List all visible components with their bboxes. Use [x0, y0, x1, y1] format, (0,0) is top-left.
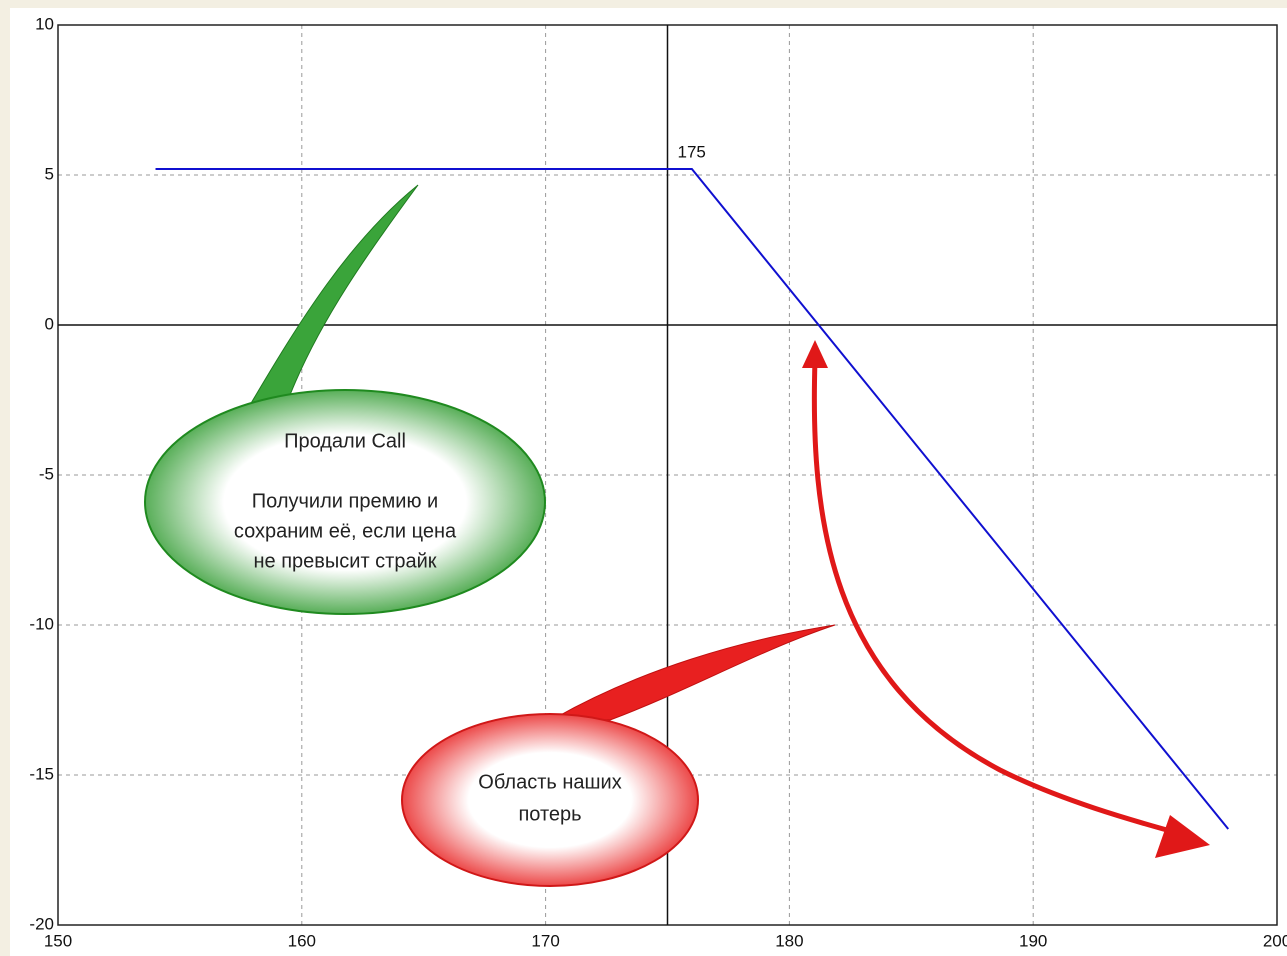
- callout-bubble: [144, 389, 546, 615]
- callout-text: потерь: [518, 803, 581, 825]
- arrow-head: [802, 340, 828, 368]
- red-callout: [401, 340, 1210, 887]
- arrow-head: [1155, 815, 1210, 858]
- x-tick-label: 180: [775, 931, 803, 950]
- y-tick-label: 0: [45, 314, 54, 333]
- y-tick-label: -20: [29, 914, 54, 933]
- strike-label: 175: [678, 142, 706, 161]
- callout-text: не превысит страйк: [253, 550, 436, 572]
- callout-text: Продали Call: [284, 430, 406, 452]
- y-tick-label: -5: [39, 464, 54, 483]
- marks: [155, 168, 1230, 830]
- y-tick-label: 10: [35, 14, 54, 33]
- callout-tail: [248, 184, 419, 406]
- loss-arrow: [811, 359, 1186, 838]
- y-tick-label: -10: [29, 614, 54, 633]
- y-tick-label: -15: [29, 764, 54, 783]
- notes: Продали Call Получили премию и сохраним её…: [234, 430, 622, 825]
- callout-text: Область наших: [478, 771, 621, 793]
- callout-bubble: [401, 713, 699, 887]
- x-tick-label: 160: [288, 931, 316, 950]
- callout-tail: [553, 624, 836, 721]
- x-tick-label: 200: [1263, 931, 1287, 950]
- green-callout: [144, 184, 546, 615]
- y-tick-label: 5: [45, 164, 54, 183]
- x-tick-label: 150: [44, 931, 72, 950]
- x-tick-label: 170: [531, 931, 559, 950]
- x-tick-label: 190: [1019, 931, 1047, 950]
- payoff-line: [155, 168, 1230, 830]
- callout-text: сохраним её, если цена: [234, 520, 457, 542]
- callout-text: Получили премию и: [252, 490, 438, 512]
